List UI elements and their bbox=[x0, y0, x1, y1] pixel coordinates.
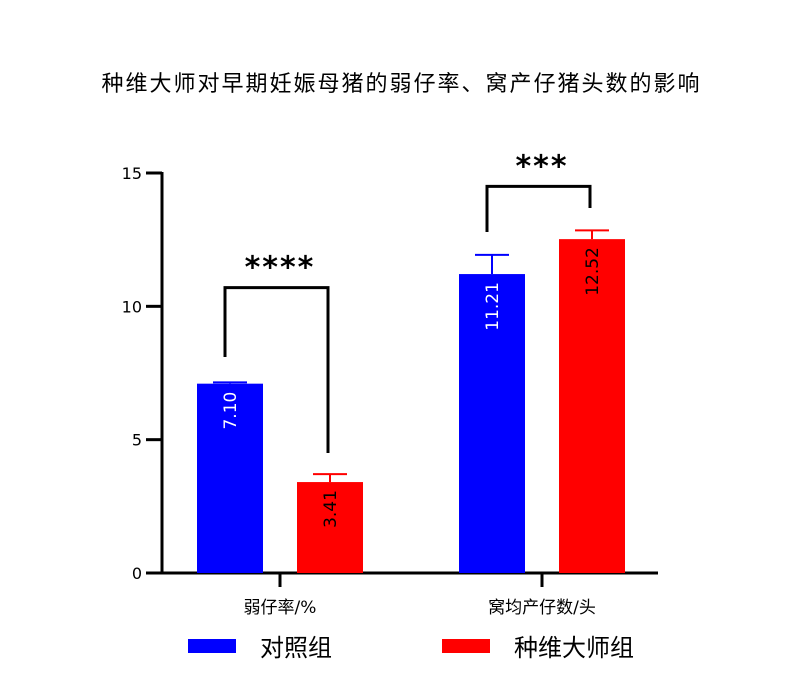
legend-swatch-control bbox=[188, 638, 236, 653]
legend-label-control: 对照组 bbox=[260, 634, 332, 662]
legend-label-treatment: 种维大师组 bbox=[514, 634, 634, 662]
x-tick-label: 窝均产仔数/头 bbox=[488, 598, 596, 618]
bar-treatment bbox=[297, 482, 363, 573]
y-tick-label: 0 bbox=[132, 564, 142, 583]
bar-control bbox=[459, 274, 525, 573]
legend-item-treatment: 种维大师组 bbox=[442, 628, 634, 663]
bar-treatment bbox=[559, 239, 625, 573]
significance-bracket bbox=[223, 286, 330, 453]
data-label: 7.10 bbox=[221, 392, 241, 430]
significance-stars: **** bbox=[245, 251, 316, 286]
y-tick-label: 10 bbox=[122, 297, 142, 316]
x-tick-label: 弱仔率/% bbox=[244, 598, 317, 618]
legend-swatch-treatment bbox=[442, 638, 490, 653]
significance-stars: *** bbox=[515, 149, 568, 184]
bar-control bbox=[197, 383, 263, 573]
significance-bracket bbox=[485, 184, 592, 232]
chart-title: 种维大师对早期妊娠母猪的弱仔率、窝产仔猪头数的影响 bbox=[101, 72, 702, 97]
data-label: 12.52 bbox=[583, 247, 603, 296]
data-label: 11.21 bbox=[483, 282, 503, 331]
data-label: 3.41 bbox=[321, 490, 341, 528]
y-tick-label: 15 bbox=[122, 164, 142, 183]
y-tick-label: 5 bbox=[132, 431, 142, 450]
legend-item-control: 对照组 bbox=[188, 628, 332, 663]
